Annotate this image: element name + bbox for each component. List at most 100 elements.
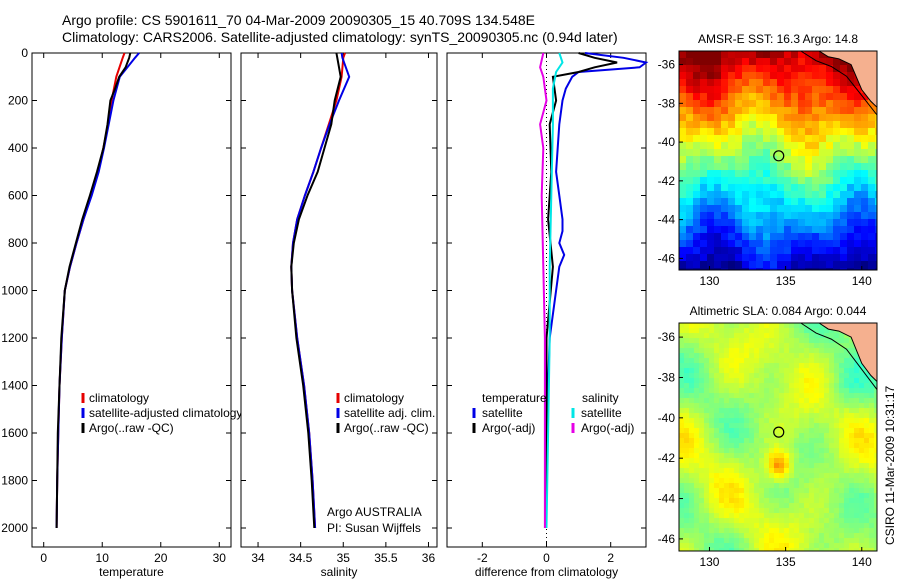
map-cell <box>704 403 710 409</box>
map-cell <box>689 413 695 419</box>
map-cell <box>779 353 785 359</box>
map-cell <box>749 433 755 439</box>
map-cell <box>779 323 785 329</box>
map-cell <box>864 438 870 444</box>
map-cell <box>744 338 750 344</box>
map-cell <box>799 528 805 534</box>
map-cell <box>719 483 725 489</box>
map-cell <box>812 233 820 241</box>
map-cell <box>869 483 875 489</box>
map-cell <box>799 388 805 394</box>
map-cell <box>875 268 878 271</box>
map-cell <box>864 528 870 534</box>
map-cell <box>826 219 834 227</box>
map-cell <box>844 463 850 469</box>
map-cell <box>707 128 715 136</box>
map-cell <box>791 268 799 271</box>
map-cell <box>719 443 725 449</box>
map-cell <box>707 191 715 199</box>
map-cell <box>700 268 708 271</box>
map-cell <box>814 528 820 534</box>
map-cell <box>739 508 745 514</box>
map-cell <box>709 388 715 394</box>
map-cell <box>704 518 710 524</box>
map-cell <box>826 142 834 150</box>
map-cell <box>700 72 708 80</box>
map-cell <box>805 233 813 241</box>
map-cell <box>799 328 805 334</box>
map-cell <box>704 468 710 474</box>
map-cell <box>875 177 878 185</box>
x-tick-label: 0 <box>543 551 550 565</box>
map-cell <box>721 198 729 206</box>
map-cell <box>735 205 743 213</box>
map-cell <box>805 114 813 122</box>
map-cell <box>834 368 840 374</box>
map-cell <box>754 543 760 549</box>
map-cell <box>686 177 694 185</box>
map-cell <box>833 184 841 192</box>
map-cell <box>735 226 743 234</box>
map-cell <box>791 156 799 164</box>
map-cell <box>779 413 785 419</box>
map-cell <box>714 338 720 344</box>
map-cell <box>728 268 736 271</box>
map-cell <box>814 348 820 354</box>
map-cell <box>694 473 700 479</box>
map-cell <box>679 423 685 429</box>
x-tick-label: 34 <box>251 551 265 565</box>
map-cell <box>833 128 841 136</box>
map-cell <box>709 323 715 329</box>
map-cell <box>784 343 790 349</box>
map-cell <box>735 72 743 80</box>
map-cell <box>709 413 715 419</box>
map-cell <box>854 247 862 255</box>
map-cell <box>854 135 862 143</box>
map-cell <box>784 323 790 329</box>
map-cell <box>784 458 790 464</box>
map-cell <box>724 438 730 444</box>
map-cell <box>844 408 850 414</box>
map-cell <box>874 543 878 549</box>
map-cell <box>840 65 848 73</box>
map-cell <box>756 121 764 129</box>
map-cell <box>744 403 750 409</box>
map-cell <box>814 498 820 504</box>
map-cell <box>784 408 790 414</box>
map-cell <box>754 343 760 349</box>
map-cell <box>719 403 725 409</box>
map-cell <box>769 528 775 534</box>
map-cell <box>794 543 800 549</box>
map-cell <box>774 348 780 354</box>
y-tick-label: -38 <box>658 96 676 110</box>
map-cell <box>699 443 705 449</box>
map-cell <box>814 358 820 364</box>
map-cell <box>833 156 841 164</box>
map-cell <box>812 247 820 255</box>
map-cell <box>700 254 708 262</box>
map-cell <box>769 448 775 454</box>
map-cell <box>847 198 855 206</box>
map-cell <box>714 408 720 414</box>
map-cell <box>764 428 770 434</box>
map-cell <box>694 483 700 489</box>
map-cell <box>694 478 700 484</box>
map-cell <box>784 488 790 494</box>
map-cell <box>739 373 745 379</box>
map-cell <box>700 226 708 234</box>
map-cell <box>694 468 700 474</box>
map-cell <box>779 483 785 489</box>
map-cell <box>814 468 820 474</box>
map-cell <box>744 443 750 449</box>
map-cell <box>804 463 810 469</box>
map-cell <box>833 254 841 262</box>
map-cell <box>859 493 865 499</box>
map-cell <box>789 438 795 444</box>
map-cell <box>819 478 825 484</box>
map-cell <box>699 363 705 369</box>
map-cell <box>819 184 827 192</box>
map-cell <box>719 458 725 464</box>
map-cell <box>861 219 869 227</box>
map-cell <box>679 493 685 499</box>
map-cell <box>774 333 780 339</box>
